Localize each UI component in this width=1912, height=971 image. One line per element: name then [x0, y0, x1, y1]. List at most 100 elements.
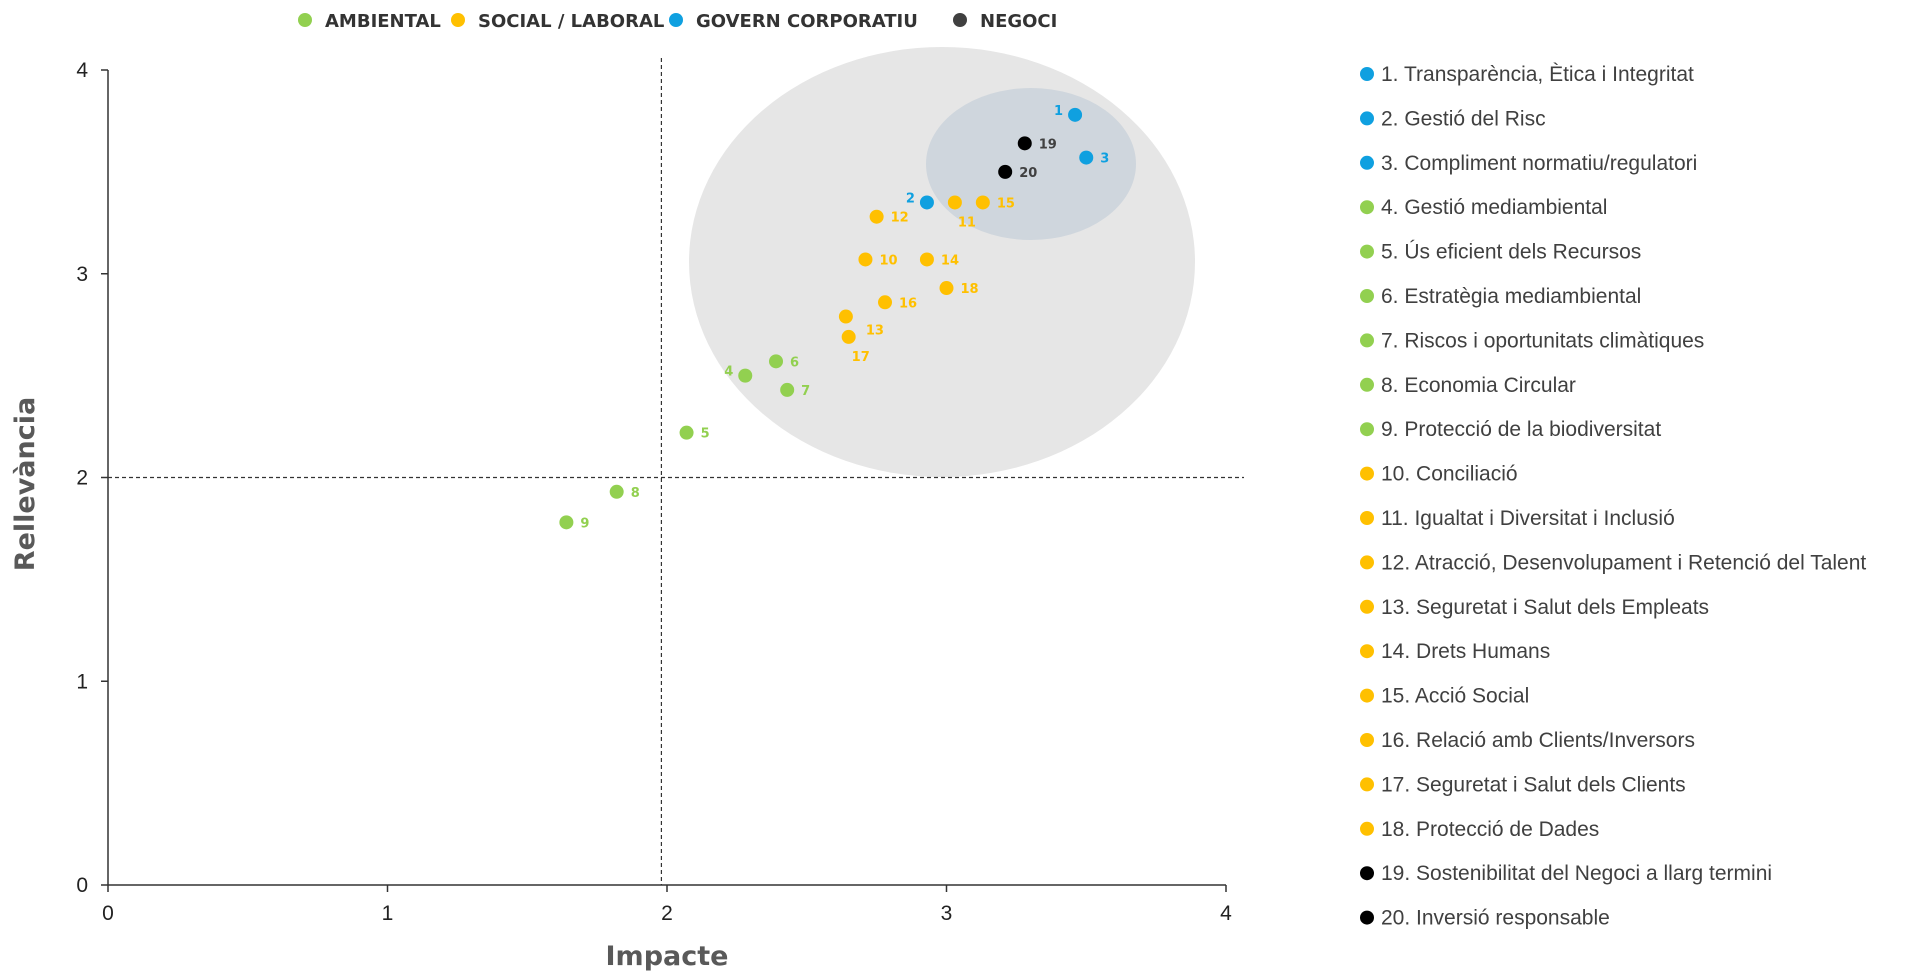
y-tick-label: 3: [76, 263, 88, 286]
item-label-15: 15. Acció Social: [1381, 685, 1529, 708]
point-label-3: 3: [1100, 152, 1109, 167]
data-point-8: [609, 484, 624, 499]
item-marker-1: [1360, 67, 1374, 81]
legend-marker-negoci: [953, 13, 967, 27]
item-marker-17: [1360, 777, 1374, 792]
point-label-11: 11: [958, 215, 976, 230]
x-tick-label: 4: [1220, 902, 1232, 925]
legend-label-social: SOCIAL / LABORAL: [478, 11, 664, 32]
item-label-1: 1. Transparència, Ètica i Integritat: [1381, 63, 1694, 86]
item-label-7: 7. Riscos i oportunitats climàtiques: [1381, 329, 1704, 352]
legend-label-govern: GOVERN CORPORATIU: [696, 11, 918, 32]
point-label-8: 8: [631, 486, 640, 501]
item-marker-19: [1360, 866, 1374, 881]
data-point-18: [939, 281, 954, 296]
item-marker-15: [1360, 688, 1374, 703]
reference-lines: [108, 58, 1244, 885]
legend-marker-social: [451, 13, 465, 27]
item-marker-4: [1360, 200, 1374, 215]
data-point-10: [858, 252, 873, 267]
point-label-10: 10: [879, 253, 897, 268]
data-point-1: [1068, 107, 1083, 122]
item-label-11: 11. Igualtat i Diversitat i Inclusió: [1381, 507, 1675, 530]
item-label-13: 13. Seguretat i Salut dels Empleats: [1381, 596, 1709, 619]
data-point-19: [1017, 136, 1032, 151]
data-point-9: [559, 515, 574, 530]
item-label-5: 5. Ús eficient dels Recursos: [1381, 241, 1641, 264]
item-marker-5: [1360, 244, 1374, 259]
item-marker-12: [1360, 555, 1374, 570]
point-label-2: 2: [906, 191, 915, 206]
highlight-areas: [689, 47, 1195, 477]
y-tick-label: 0: [76, 874, 88, 897]
x-tick-label: 0: [102, 902, 114, 925]
data-point-11: [947, 195, 962, 210]
point-label-19: 19: [1039, 137, 1057, 152]
data-point-20: [998, 164, 1013, 179]
data-point-17: [841, 329, 856, 344]
point-label-14: 14: [941, 253, 959, 268]
item-marker-16: [1360, 733, 1374, 747]
item-label-4: 4. Gestió mediambiental: [1381, 196, 1607, 219]
point-label-17: 17: [852, 350, 870, 365]
data-point-12: [869, 209, 884, 224]
point-label-16: 16: [899, 296, 917, 311]
item-marker-7: [1360, 333, 1374, 348]
item-marker-20: [1360, 910, 1374, 925]
item-marker-2: [1360, 111, 1374, 126]
x-axis-title: Impacte: [606, 941, 729, 971]
y-axis-title: Rellevància: [10, 397, 41, 571]
data-point-13: [838, 309, 853, 324]
item-label-9: 9. Protecció de la biodiversitat: [1381, 418, 1661, 441]
item-label-14: 14. Drets Humans: [1381, 640, 1550, 663]
item-label-2: 2. Gestió del Risc: [1381, 107, 1546, 130]
data-point-6: [769, 354, 784, 369]
data-point-5: [679, 425, 694, 440]
data-point-4: [738, 368, 753, 383]
item-marker-8: [1360, 377, 1374, 392]
point-label-1: 1: [1054, 104, 1063, 119]
point-label-12: 12: [891, 211, 909, 226]
item-label-3: 3. Compliment normatiu/regulatori: [1381, 152, 1697, 175]
item-label-16: 16. Relació amb Clients/Inversors: [1381, 729, 1695, 752]
point-label-13: 13: [866, 324, 884, 339]
item-marker-13: [1360, 599, 1374, 614]
point-label-15: 15: [997, 196, 1015, 211]
item-legend-list: 1. Transparència, Ètica i Integritat 2. G…: [1360, 63, 1866, 930]
legend-label-negoci: NEGOCI: [980, 11, 1057, 32]
item-marker-10: [1360, 466, 1374, 481]
point-label-5: 5: [701, 427, 710, 442]
x-tick-label: 1: [382, 902, 394, 925]
data-point-14: [919, 252, 934, 267]
item-marker-9: [1360, 422, 1374, 437]
legend-marker-ambiental: [298, 13, 312, 27]
item-marker-14: [1360, 644, 1374, 659]
x-tick-label: 3: [941, 902, 953, 925]
point-label-9: 9: [580, 516, 589, 531]
point-label-18: 18: [961, 282, 979, 297]
point-label-7: 7: [801, 384, 810, 399]
item-label-17: 17. Seguretat i Salut dels Clients: [1381, 773, 1686, 796]
item-label-10: 10. Conciliació: [1381, 463, 1518, 486]
data-point-16: [878, 295, 893, 310]
item-marker-11: [1360, 511, 1374, 525]
point-label-6: 6: [790, 355, 799, 370]
item-marker-18: [1360, 821, 1374, 836]
item-label-12: 12. Atracció, Desenvolupament i Retenció…: [1381, 551, 1866, 574]
data-point-2: [919, 195, 934, 210]
y-tick-label: 4: [76, 59, 88, 82]
item-label-6: 6. Estratègia mediambiental: [1381, 285, 1641, 308]
category-legend: AMBIENTAL SOCIAL / LABORAL GOVERN CORPORAT…: [298, 11, 1057, 32]
point-label-4: 4: [724, 365, 733, 380]
x-tick-label: 2: [661, 902, 673, 925]
item-label-8: 8. Economia Circular: [1381, 374, 1576, 397]
data-point-7: [780, 382, 795, 397]
legend-marker-govern: [669, 13, 683, 27]
data-point-3: [1079, 150, 1094, 165]
item-label-19: 19. Sostenibilitat del Negoci a llarg te…: [1381, 862, 1772, 885]
point-label-20: 20: [1019, 166, 1037, 181]
y-tick-label: 1: [76, 670, 88, 693]
